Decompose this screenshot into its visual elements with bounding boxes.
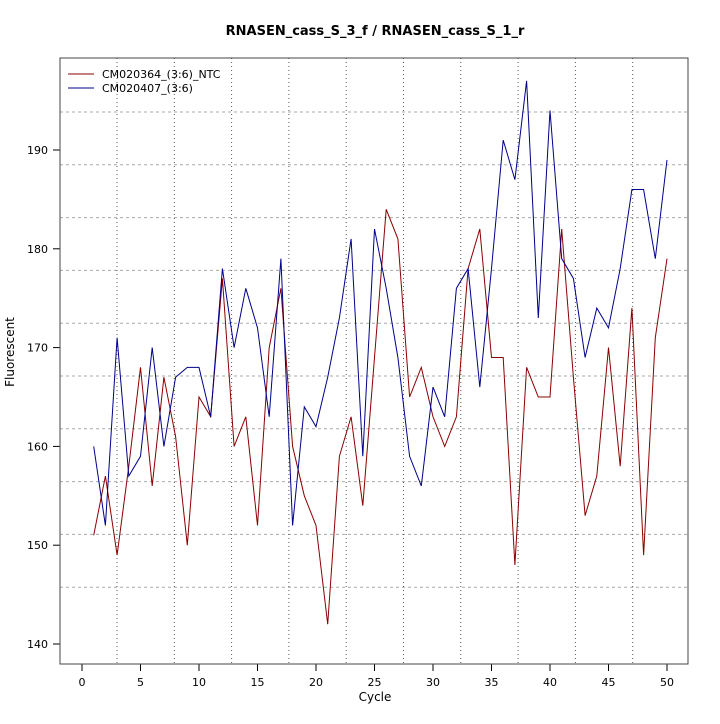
series-line-1 bbox=[93, 80, 668, 526]
legend-label-1: CM020407_(3:6) bbox=[102, 82, 193, 95]
x-axis-label: Cycle bbox=[359, 690, 392, 704]
plot-frame bbox=[59, 57, 689, 665]
series-line-0 bbox=[93, 209, 668, 625]
x-tick-label: 35 bbox=[485, 676, 499, 689]
y-tick-label: 160 bbox=[27, 440, 48, 453]
x-tick-label: 30 bbox=[426, 676, 440, 689]
y-tick-label: 190 bbox=[27, 144, 48, 157]
y-tick-label: 140 bbox=[27, 638, 48, 651]
legend-label-0: CM020364_(3:6)_NTC bbox=[102, 68, 221, 81]
y-tick-label: 150 bbox=[27, 539, 48, 552]
grid bbox=[60, 58, 688, 664]
y-tick-label: 180 bbox=[27, 243, 48, 256]
x-tick-label: 15 bbox=[251, 676, 265, 689]
y-axis-label: Fluorescent bbox=[3, 317, 17, 387]
y-tick-label: 170 bbox=[27, 342, 48, 355]
x-tick-label: 45 bbox=[602, 676, 616, 689]
x-tick-label: 5 bbox=[137, 676, 144, 689]
x-tick-label: 20 bbox=[309, 676, 323, 689]
x-tick-label: 0 bbox=[79, 676, 86, 689]
series-lines bbox=[93, 80, 668, 625]
x-tick-label: 10 bbox=[192, 676, 206, 689]
x-tick-label: 50 bbox=[660, 676, 674, 689]
x-tick-label: 40 bbox=[543, 676, 557, 689]
x-tick-label: 25 bbox=[368, 676, 382, 689]
chart-title: RNASEN_cass_S_3_f / RNASEN_cass_S_1_r bbox=[226, 24, 525, 39]
